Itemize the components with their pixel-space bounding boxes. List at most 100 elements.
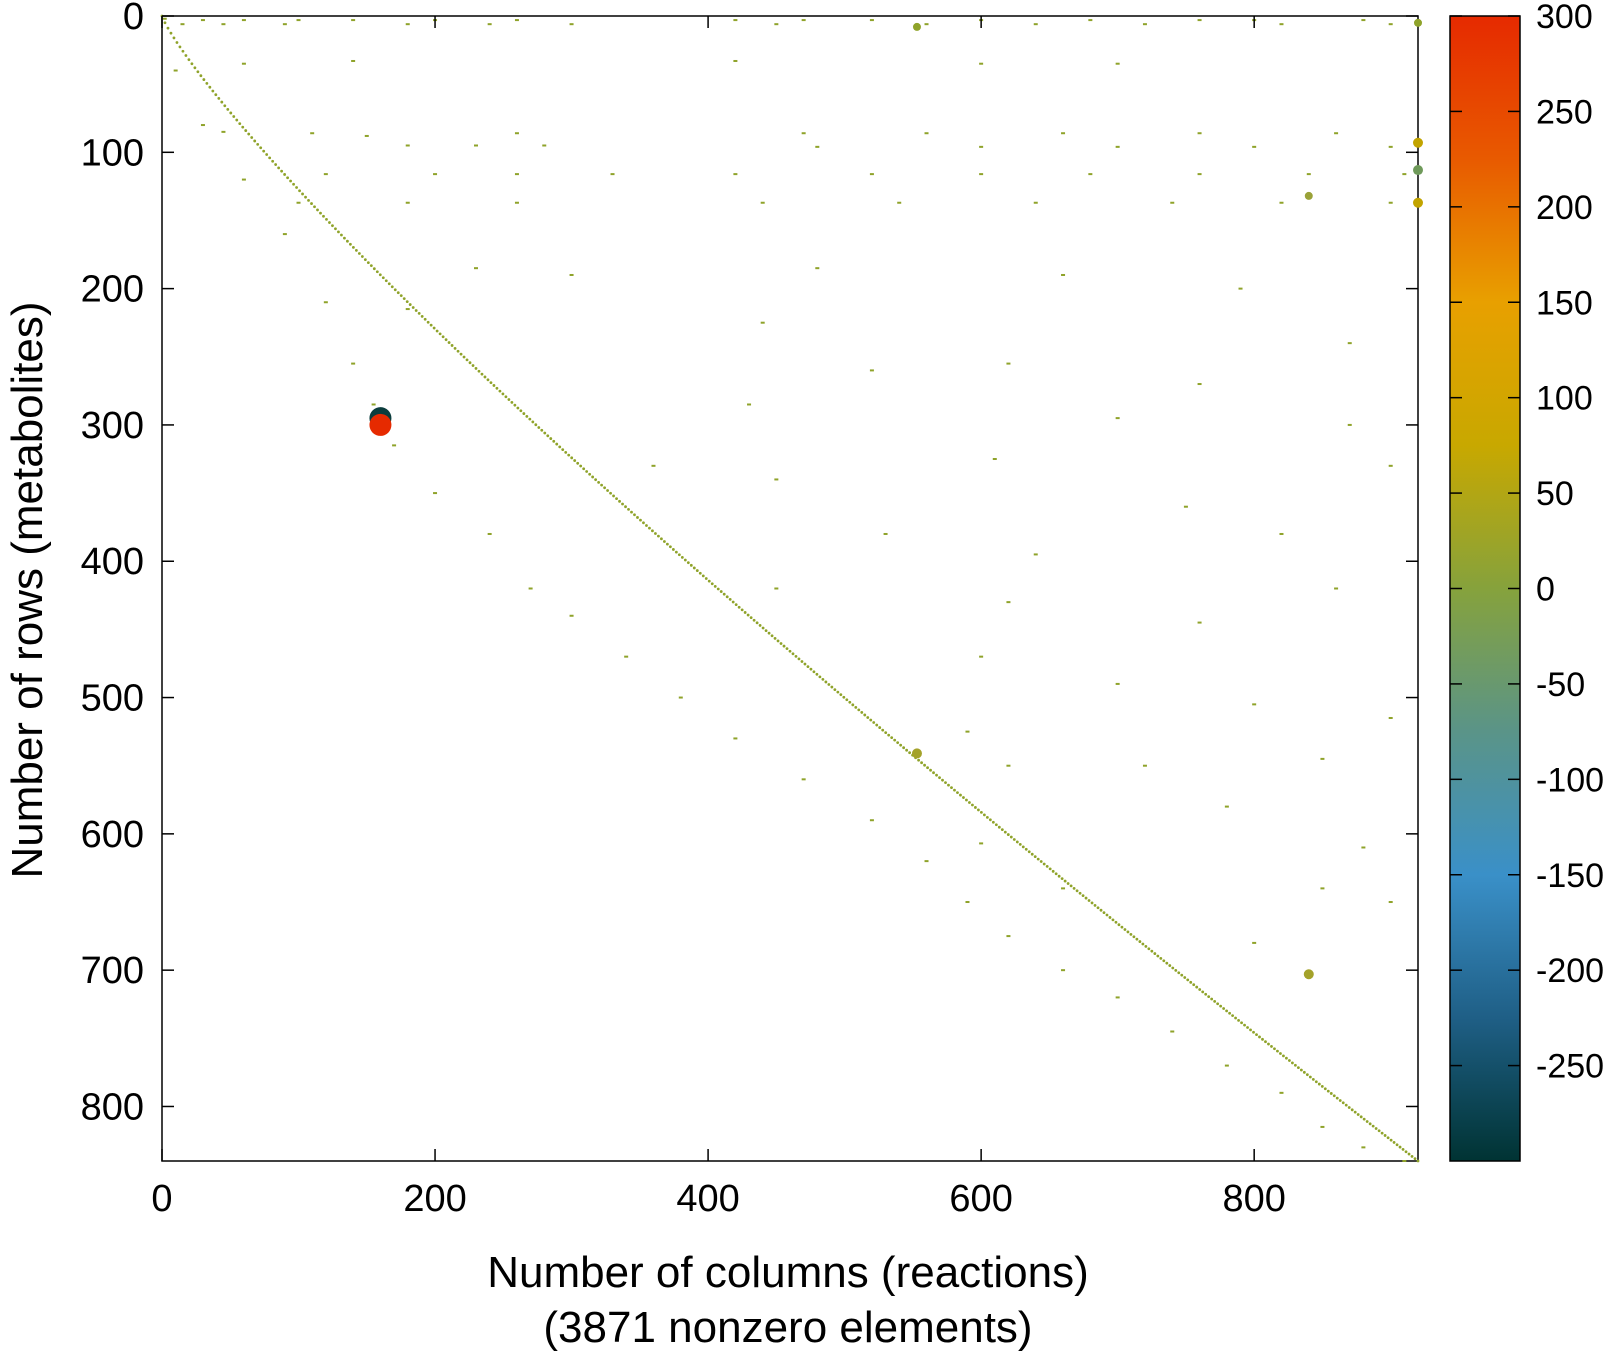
diagonal-point: [1240, 1021, 1243, 1025]
diagonal-point: [1222, 1007, 1226, 1010]
diagonal-point: [429, 323, 433, 327]
nonzero-point: [1306, 173, 1311, 176]
diagonal-point: [1096, 906, 1100, 910]
diagonal-point: [1162, 959, 1166, 963]
diagonal-point: [1207, 995, 1211, 999]
nonzero-point: [569, 614, 574, 617]
diagonal-point: [208, 85, 212, 89]
diagonal-point: [1353, 1110, 1357, 1114]
diagonal-point: [917, 758, 920, 762]
diagonal-point: [591, 475, 595, 479]
diagonal-point: [692, 566, 696, 570]
nonzero-point: [323, 301, 328, 304]
diagonal-point: [1045, 865, 1049, 868]
diagonal-point: [1189, 980, 1193, 984]
diagonal-point: [313, 205, 316, 209]
diagonal-point: [962, 796, 965, 799]
diagonal-point: [1279, 1052, 1282, 1055]
diagonal-point: [534, 423, 538, 427]
diagonal-point: [1126, 930, 1130, 934]
diagonal-point: [1141, 942, 1145, 946]
diagonal-point: [812, 670, 816, 674]
nonzero-point: [1142, 23, 1147, 26]
diagonal-point: [764, 629, 768, 632]
diagonal-point: [713, 584, 717, 588]
diagonal-point: [1296, 1066, 1300, 1070]
diagonal-point: [462, 355, 466, 359]
nonzero-point: [1252, 145, 1257, 148]
diagonal-point: [636, 516, 639, 519]
nonzero-point: [774, 478, 779, 481]
y-axis-title: Number of rows (metabolites): [3, 301, 52, 878]
nonzero-point: [1388, 901, 1393, 904]
diagonal-point: [585, 470, 589, 473]
nonzero-point: [733, 173, 738, 176]
diagonal-point: [1282, 1054, 1285, 1058]
highlight-point: [1303, 969, 1314, 980]
nonzero-point: [542, 144, 547, 147]
nonzero-point: [897, 201, 902, 204]
diagonal-point: [507, 398, 511, 401]
x-axis-subtitle: (3871 nonzero elements): [543, 1303, 1032, 1352]
nonzero-point: [924, 23, 929, 26]
diagonal-point: [453, 346, 457, 350]
nonzero-point: [1006, 764, 1011, 767]
nonzero-point: [1224, 1064, 1229, 1067]
diagonal-point: [1060, 877, 1064, 881]
diagonal-point: [872, 721, 876, 724]
nonzero-point: [351, 362, 356, 365]
diagonal-point: [223, 104, 227, 108]
diagonal-point: [1401, 1148, 1405, 1151]
diagonal-point: [211, 89, 215, 93]
diagonal-point: [752, 618, 756, 622]
diagonal-point: [1180, 973, 1184, 977]
highlight-point: [1413, 137, 1423, 148]
plot-frame: [161, 15, 1419, 1162]
nonzero-point: [296, 201, 301, 204]
diagonal-point: [316, 208, 319, 212]
nonzero-point: [405, 201, 410, 204]
diagonal-point: [1231, 1014, 1234, 1018]
diagonal-point: [1138, 940, 1142, 943]
diagonal-point: [1326, 1089, 1330, 1093]
diagonal-point: [1051, 869, 1055, 873]
nonzero-point: [1279, 23, 1284, 26]
diagonal-point: [381, 276, 385, 280]
diagonal-point: [830, 685, 834, 689]
diagonal-point: [959, 793, 962, 797]
diagonal-point: [411, 306, 415, 309]
nonzero-point: [1197, 132, 1202, 135]
nonzero-point: [815, 267, 820, 270]
nonzero-point: [569, 273, 574, 276]
diagonal-point: [1183, 976, 1187, 979]
nonzero-point: [924, 860, 929, 863]
diagonal-point: [677, 553, 681, 557]
diagonal-point: [552, 439, 556, 443]
diagonal-point: [600, 483, 603, 487]
diagonal-point: [758, 624, 762, 627]
diagonal-point: [788, 649, 792, 653]
diagonal-point: [648, 526, 651, 530]
diagonal-point: [785, 647, 789, 651]
diagonal-point: [459, 352, 463, 356]
nonzero-point: [1238, 287, 1243, 290]
diagonal-point: [214, 93, 218, 97]
diagonal-point: [1371, 1124, 1375, 1128]
diagonal-point: [707, 579, 711, 583]
nonzero-point: [351, 19, 356, 22]
diagonal-point: [444, 338, 448, 342]
diagonal-point: [1063, 879, 1067, 883]
nonzero-point: [221, 23, 226, 26]
diagonal-point: [1078, 891, 1082, 895]
diagonal-point: [366, 261, 370, 265]
diagonal-point: [564, 450, 568, 454]
nonzero-point: [869, 19, 874, 22]
diagonal-point: [543, 431, 547, 435]
diagonal-point: [935, 773, 938, 777]
nonzero-point: [624, 655, 629, 658]
diagonal-point: [1255, 1033, 1258, 1036]
diagonal-point: [178, 45, 182, 49]
diagonal-point: [1413, 1157, 1417, 1161]
nonzero-point: [514, 173, 519, 176]
diagonal-point: [674, 550, 678, 554]
